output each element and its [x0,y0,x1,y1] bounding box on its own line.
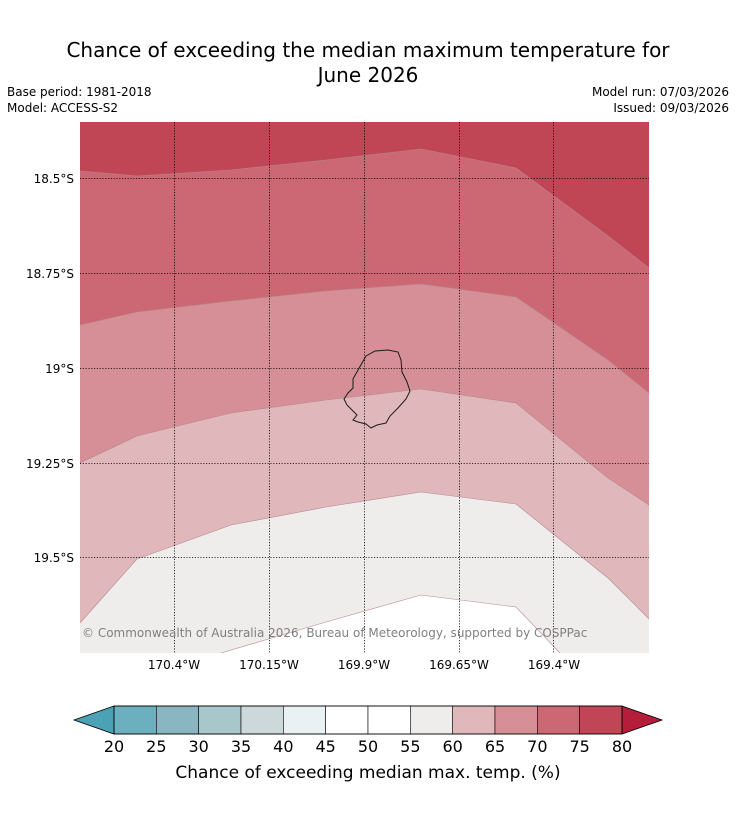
colorbar-frame [113,705,623,735]
colorbar-tick-label: 50 [358,737,378,756]
colorbar-cell [113,705,157,735]
issued-date: Issued: 09/03/2026 [613,101,729,115]
lat-label: 18.5°S [34,172,74,186]
niue-coastline [343,349,411,429]
colorbar-cell [156,705,199,735]
colorbar-cell [367,705,411,735]
lon-label: 170.15°W [239,658,299,672]
base-period: Base period: 1981-2018 [7,85,152,99]
model-name: Model: ACCESS-S2 [7,101,119,115]
lat-label: 18.75°S [26,267,74,281]
colorbar-tick-label: 80 [612,737,632,756]
lon-label: 169.4°W [528,658,580,672]
colorbar-tick-label: 60 [442,737,462,756]
map-area [80,122,649,653]
colorbar-cell [537,705,580,735]
colorbar-cell [410,705,453,735]
meta-right: Model run: 07/03/2026 Issued: 09/03/2026 [592,84,729,116]
lon-label: 170.4°W [148,658,200,672]
model-run: Model run: 07/03/2026 [591,85,729,99]
contour-lines [80,148,649,653]
colorbar-tick-label: 30 [188,737,208,756]
latitude-labels: 18.5°S 18.75°S 19°S 19.25°S 19.5°S [26,172,74,565]
colorbar-cell [494,705,538,735]
chart-title: Chance of exceeding the median maximum t… [0,38,736,88]
lat-label: 19.5°S [34,551,74,565]
title-line-1: Chance of exceeding the median maximum t… [66,38,670,62]
colorbar-tick-label: 75 [569,737,589,756]
colorbar-over-arrow [621,705,664,735]
colorbar-tick-label: 20 [104,737,124,756]
colorbar-tick-label: 25 [146,737,166,756]
colorbar-cell [283,705,326,735]
colorbar-tick-label: 70 [527,737,547,756]
colorbar: 20 25 30 35 40 45 50 55 60 65 70 75 80 Chance of exc… [72,705,664,783]
colorbar-label: Chance of exceeding median max. temp. (%… [175,763,560,783]
longitude-labels: 170.4°W 170.15°W 169.9°W 169.65°W 169.4°… [148,658,580,672]
colorbar-tick-label: 55 [400,737,420,756]
title-line-2: June 2026 [317,63,419,87]
contour-band-50-55 [221,595,560,653]
colorbar-cell [452,705,496,735]
lon-label: 169.9°W [338,658,390,672]
colorbar-tick-label: 65 [485,737,505,756]
colorbar-tick-label: 40 [273,737,293,756]
graticule [80,122,649,653]
lat-label: 19°S [45,362,74,376]
lat-label: 19.25°S [26,457,74,471]
copyright-notice: © Commonwealth of Australia 2026, Bureau… [82,626,587,640]
colorbar-tick-label: 45 [315,737,335,756]
colorbar-tick-label: 35 [231,737,251,756]
colorbar-cell [325,705,369,735]
meta-left: Base period: 1981-2018 Model: ACCESS-S2 [7,84,152,116]
colorbar-cell [579,705,623,735]
colorbar-cell [240,705,284,735]
colorbar-under-arrow [72,705,115,735]
colorbar-cell [198,705,242,735]
lon-label: 169.65°W [429,658,489,672]
